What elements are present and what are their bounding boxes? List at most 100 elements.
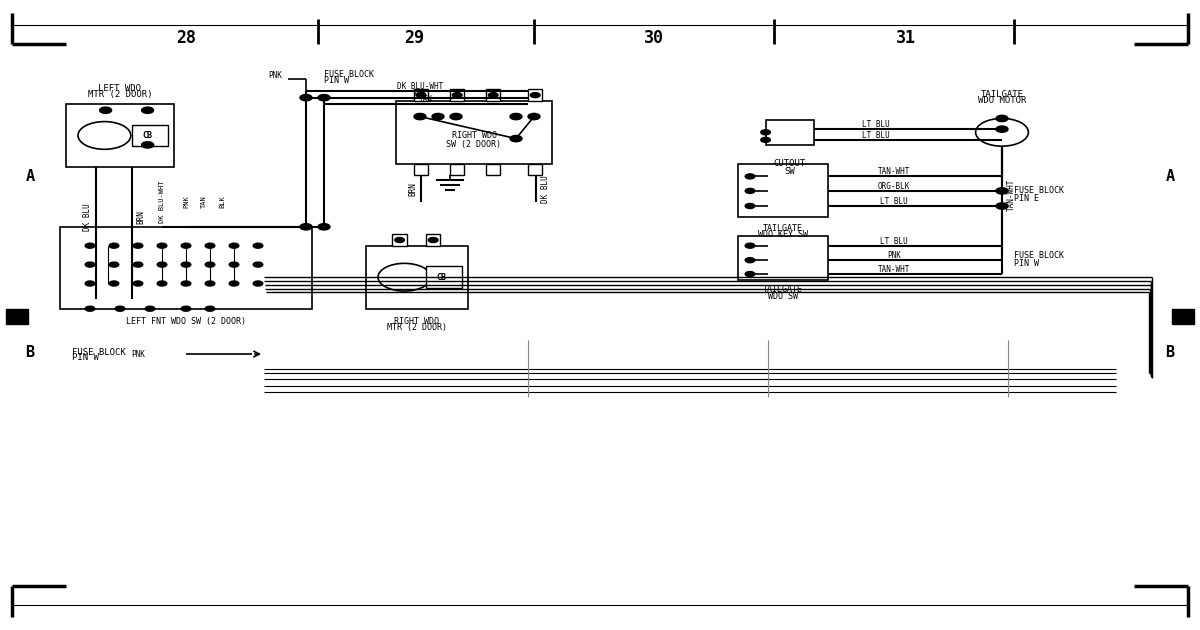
Circle shape (761, 130, 770, 135)
Bar (738, 236, 828, 280)
Circle shape (452, 93, 462, 98)
Text: PIN W: PIN W (72, 353, 98, 362)
Circle shape (205, 281, 215, 286)
Text: TAN-WHT: TAN-WHT (878, 265, 910, 274)
Bar (60, 227, 312, 309)
Circle shape (432, 113, 444, 120)
Circle shape (133, 262, 143, 267)
Text: LT BLU: LT BLU (880, 197, 908, 206)
Circle shape (142, 142, 154, 148)
Text: FUSE BLOCK: FUSE BLOCK (1014, 251, 1064, 260)
Text: SW (2 DOOR): SW (2 DOOR) (446, 140, 502, 149)
Text: 31: 31 (896, 29, 916, 47)
Text: FUSE BLOCK: FUSE BLOCK (1014, 186, 1064, 195)
Circle shape (205, 243, 215, 248)
Text: PIN E: PIN E (1014, 194, 1039, 203)
Circle shape (745, 243, 755, 248)
Circle shape (157, 262, 167, 267)
Circle shape (253, 281, 263, 286)
Circle shape (996, 115, 1008, 122)
Text: WDO MOTOR: WDO MOTOR (978, 96, 1026, 105)
Text: B: B (1165, 345, 1175, 360)
Circle shape (996, 203, 1008, 209)
Circle shape (133, 281, 143, 286)
Text: LEFT WDO: LEFT WDO (98, 84, 142, 93)
Circle shape (85, 281, 95, 286)
Circle shape (745, 174, 755, 179)
Text: BRN: BRN (408, 182, 418, 196)
Text: PNK: PNK (887, 251, 901, 260)
Bar (486, 164, 500, 175)
Bar (486, 89, 500, 101)
Circle shape (996, 188, 1008, 194)
Text: LT BLU: LT BLU (880, 237, 908, 246)
Circle shape (318, 224, 330, 230)
Bar (528, 164, 542, 175)
Bar (392, 234, 407, 246)
Circle shape (229, 243, 239, 248)
Circle shape (157, 281, 167, 286)
Text: BLK: BLK (220, 195, 226, 208)
Circle shape (528, 113, 540, 120)
Text: TAILGATE: TAILGATE (980, 90, 1024, 99)
Circle shape (205, 262, 215, 267)
Bar (66, 104, 174, 167)
Circle shape (300, 224, 312, 230)
Circle shape (530, 93, 540, 98)
Circle shape (229, 262, 239, 267)
Text: DK BLU-WHT: DK BLU-WHT (158, 180, 166, 223)
Text: SW: SW (785, 167, 794, 176)
Text: CB: CB (143, 131, 152, 140)
Text: CUTOUT: CUTOUT (774, 159, 805, 168)
Text: LT BLU: LT BLU (862, 131, 890, 140)
Circle shape (745, 272, 755, 277)
Text: BRN: BRN (136, 210, 145, 224)
Text: A: A (1165, 169, 1175, 184)
Circle shape (450, 113, 462, 120)
Circle shape (205, 306, 215, 311)
Circle shape (85, 243, 95, 248)
Circle shape (318, 94, 330, 101)
Circle shape (761, 137, 770, 142)
Circle shape (300, 94, 312, 101)
Text: DK BLU: DK BLU (83, 203, 92, 231)
Text: PNK: PNK (413, 89, 427, 98)
Text: RIGHT WDO: RIGHT WDO (395, 317, 439, 326)
Circle shape (745, 188, 755, 193)
Text: ORG-BLK: ORG-BLK (878, 182, 910, 191)
Circle shape (510, 135, 522, 142)
Bar (738, 164, 828, 217)
Text: LEFT FNT WDO SW (2 DOOR): LEFT FNT WDO SW (2 DOOR) (126, 317, 246, 326)
Text: FUSE BLOCK: FUSE BLOCK (72, 348, 126, 357)
Text: TAN-WHT: TAN-WHT (1007, 179, 1016, 212)
Bar (450, 164, 464, 175)
Circle shape (181, 281, 191, 286)
Circle shape (181, 306, 191, 311)
Text: DK BLU: DK BLU (541, 175, 551, 203)
Text: MTR (2 DOOR): MTR (2 DOOR) (386, 323, 446, 332)
Bar (366, 246, 468, 309)
Circle shape (745, 203, 755, 209)
Text: TAILGATE: TAILGATE (763, 285, 803, 294)
Bar (396, 101, 552, 164)
Bar (6, 309, 28, 324)
Circle shape (115, 306, 125, 311)
Circle shape (142, 107, 154, 113)
Bar (414, 164, 428, 175)
Circle shape (85, 262, 95, 267)
Circle shape (395, 238, 404, 243)
Circle shape (488, 93, 498, 98)
Circle shape (745, 258, 755, 263)
Text: 28: 28 (176, 29, 196, 47)
Text: CB: CB (437, 273, 446, 282)
Circle shape (229, 281, 239, 286)
Circle shape (109, 262, 119, 267)
Text: B: B (25, 345, 35, 360)
Circle shape (145, 306, 155, 311)
Circle shape (133, 243, 143, 248)
Text: TAN: TAN (419, 95, 433, 104)
Text: A: A (25, 169, 35, 184)
Text: WDO KEY SW: WDO KEY SW (758, 231, 808, 239)
Circle shape (100, 107, 112, 113)
Text: TAN-WHT: TAN-WHT (878, 168, 910, 176)
